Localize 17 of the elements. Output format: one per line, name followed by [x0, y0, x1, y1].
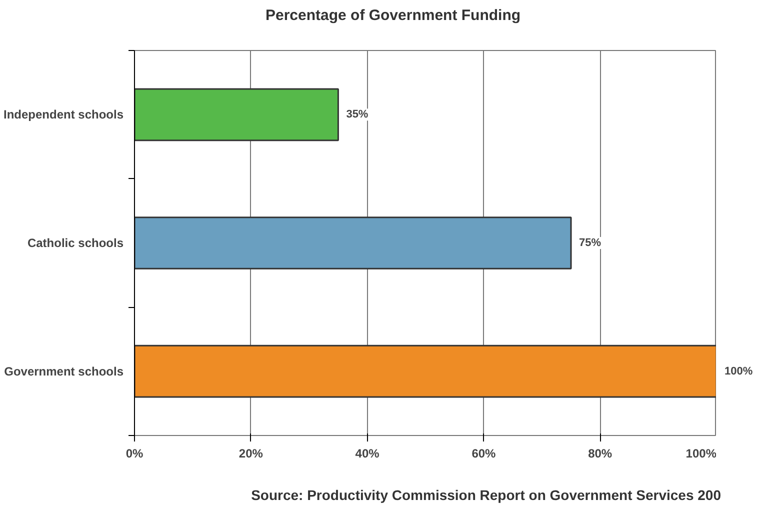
x-tick-label: 40%: [355, 446, 380, 460]
x-tick-label: 80%: [588, 446, 612, 460]
bar: [134, 216, 572, 270]
data-label: 35%: [346, 108, 368, 121]
data-label: 100%: [724, 365, 753, 378]
bar: [134, 88, 339, 142]
bar: [134, 344, 716, 398]
y-tick-label: Catholic schools: [27, 236, 124, 250]
x-tick-label: 100%: [686, 446, 717, 460]
x-tick-label: 60%: [472, 446, 496, 460]
data-label: 75%: [579, 237, 602, 249]
chart-title: Percentage of Government Funding: [265, 6, 521, 26]
source-note: Source: Productivity Commission Report on Government Services 200: [251, 486, 721, 505]
y-tick-label: Government schools: [4, 364, 124, 378]
x-tick-label: 20%: [238, 446, 264, 460]
y-tick-label: Independent schools: [3, 108, 124, 122]
x-tick-label: 0%: [126, 446, 144, 460]
